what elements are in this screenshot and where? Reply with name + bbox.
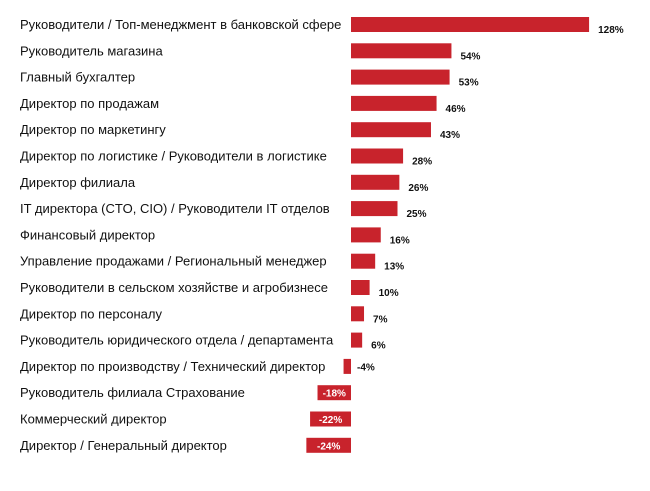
category-label: Директор филиала [20, 175, 136, 190]
category-label: Директор по персоналу [20, 306, 162, 321]
category-label: Главный бухгалтер [20, 70, 135, 85]
value-label: 54% [460, 51, 480, 62]
value-label: -24% [317, 441, 340, 452]
bar [310, 411, 351, 427]
bar [351, 148, 404, 164]
bar [351, 332, 363, 348]
category-label: Директор / Генеральный директор [20, 438, 227, 453]
value-labels-group: 128% 54% 53% 46% 43% 28% 26% 25% 16% 13% 10% 7% 6% -4… [317, 25, 624, 452]
category-label: Финансовый директор [20, 227, 155, 242]
bar [306, 437, 351, 453]
category-label: Руководители в сельском хозяйстве и агро… [20, 280, 328, 295]
category-label: Директор по производству / Технический д… [20, 359, 325, 374]
category-labels-group: Руководители / Топ-менеджмент в банковск… [20, 17, 341, 453]
bar [351, 227, 381, 243]
category-label: Директор по маркетингу [20, 122, 166, 137]
bar [343, 358, 351, 374]
value-label: 7% [373, 314, 388, 325]
value-label: -18% [323, 389, 346, 400]
value-label: 26% [408, 183, 428, 194]
bar [351, 174, 400, 190]
bar [351, 95, 437, 111]
bar [351, 122, 431, 138]
bar [351, 280, 370, 295]
category-label: Руководитель юридического отдела / депар… [20, 333, 334, 348]
bar [351, 253, 376, 269]
category-label: Руководитель филиала Страхование [20, 385, 245, 400]
value-label: 28% [412, 157, 432, 168]
value-label: 46% [446, 104, 466, 115]
bar [351, 69, 450, 85]
bar [317, 385, 351, 401]
category-label: Коммерческий директор [20, 412, 167, 427]
value-label: -4% [357, 362, 375, 373]
value-label: 13% [384, 262, 404, 273]
bar [351, 43, 452, 59]
value-label: 53% [459, 78, 479, 89]
value-label: 25% [407, 209, 427, 220]
category-label: Руководители / Топ-менеджмент в банковск… [20, 17, 341, 32]
bar [351, 201, 398, 217]
category-label: IT директора (CTO, CIO) / Руководители I… [20, 201, 330, 216]
value-label: 10% [379, 288, 399, 299]
value-label: 6% [371, 341, 386, 352]
category-label: Директор по продажам [20, 96, 159, 111]
bar [351, 17, 590, 32]
value-label: 43% [440, 130, 460, 141]
category-label: Руководитель магазина [20, 43, 163, 58]
value-label: 128% [598, 25, 624, 36]
value-label: 16% [390, 235, 410, 246]
bars-group [306, 17, 590, 453]
bar [351, 306, 365, 322]
category-label: Управление продажами / Региональный мене… [20, 254, 327, 269]
category-label: Директор по логистике / Руководители в л… [20, 149, 327, 164]
value-label: -22% [319, 415, 342, 426]
